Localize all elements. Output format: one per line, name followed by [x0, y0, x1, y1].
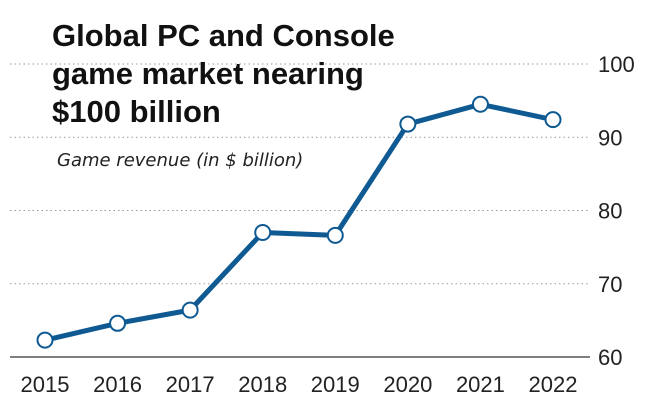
- x-tick-label: 2016: [93, 372, 142, 397]
- series: [36, 95, 562, 349]
- x-axis-ticks: 2015 2016 2017 2018 2019 2020 2021 2022: [21, 372, 578, 397]
- y-tick-label: 90: [598, 125, 622, 150]
- data-point-2015: [36, 331, 54, 349]
- x-tick-label: 2017: [166, 372, 215, 397]
- chart-subtitle: Game revenue (in $ billion): [57, 150, 303, 171]
- data-point-2018: [254, 223, 272, 241]
- y-axis-ticks: 60 70 80 90 100: [598, 52, 635, 370]
- y-tick-label: 100: [598, 52, 635, 77]
- data-point-2016: [109, 314, 127, 332]
- title-line-1: Global PC and Console: [52, 18, 395, 53]
- y-tick-label: 60: [598, 345, 622, 370]
- title-line-3: $100 billion: [52, 94, 221, 129]
- y-tick-label: 70: [598, 272, 622, 297]
- x-tick-label: 2015: [21, 372, 70, 397]
- x-tick-label: 2019: [311, 372, 360, 397]
- x-tick-label: 2020: [383, 372, 432, 397]
- data-point-2019: [326, 226, 344, 244]
- title-line-2: game market nearing: [52, 56, 364, 91]
- chart-title: Global PC and Console game market nearin…: [52, 18, 395, 129]
- data-point-2022: [544, 111, 562, 129]
- data-point-2020: [399, 115, 417, 133]
- y-tick-label: 80: [598, 199, 622, 224]
- gridlines: [10, 63, 590, 358]
- x-tick-label: 2018: [238, 372, 287, 397]
- x-tick-label: 2021: [456, 372, 505, 397]
- data-point-2017: [181, 301, 199, 319]
- series-line: [42, 101, 556, 343]
- data-point-2021: [471, 95, 489, 113]
- x-tick-label: 2022: [529, 372, 578, 397]
